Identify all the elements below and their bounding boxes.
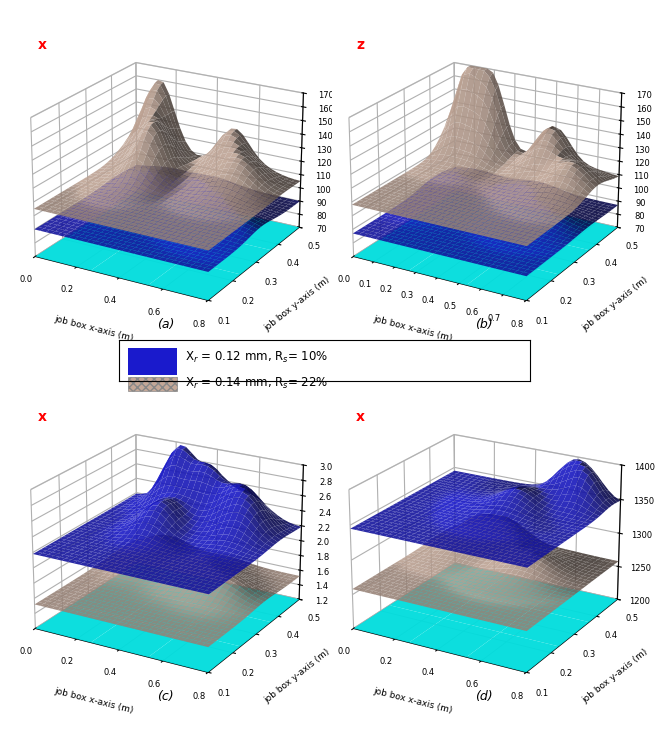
Y-axis label: job box y-axis (m): job box y-axis (m): [581, 647, 650, 705]
Y-axis label: job box y-axis (m): job box y-axis (m): [263, 647, 332, 705]
Text: x: x: [356, 410, 365, 424]
Text: X$_r$ = 0.14 mm, R$_s$= 22%: X$_r$ = 0.14 mm, R$_s$= 22%: [185, 376, 329, 391]
Y-axis label: job box y-axis (m): job box y-axis (m): [263, 275, 332, 333]
X-axis label: job box x-axis (m): job box x-axis (m): [54, 315, 135, 343]
X-axis label: job box x-axis (m): job box x-axis (m): [54, 687, 135, 715]
X-axis label: job box x-axis (m): job box x-axis (m): [372, 315, 453, 343]
Y-axis label: job box y-axis (m): job box y-axis (m): [581, 275, 650, 333]
Text: x: x: [38, 38, 46, 52]
Text: z: z: [356, 38, 364, 52]
Text: (b): (b): [475, 318, 493, 331]
Text: (a): (a): [157, 318, 174, 331]
X-axis label: job box x-axis (m): job box x-axis (m): [372, 687, 453, 715]
Text: (d): (d): [475, 690, 493, 703]
Bar: [127, 348, 177, 375]
Text: (c): (c): [157, 690, 174, 703]
Text: x: x: [38, 410, 46, 424]
Bar: [127, 376, 177, 391]
Text: X$_r$ = 0.12 mm, R$_s$= 10%: X$_r$ = 0.12 mm, R$_s$= 10%: [185, 350, 329, 365]
